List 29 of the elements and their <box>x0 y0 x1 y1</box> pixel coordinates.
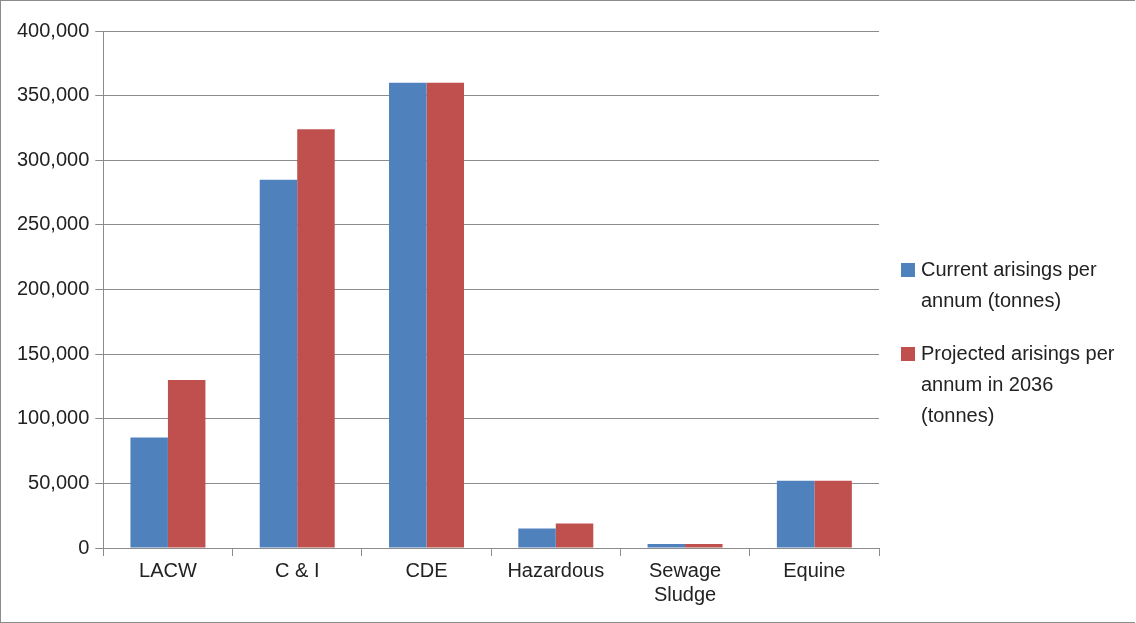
y-tick-label: 100,000 <box>17 406 90 429</box>
y-tick-label: 350,000 <box>17 83 90 106</box>
y-tick-label: 50,000 <box>28 470 90 493</box>
bar <box>518 528 556 548</box>
bar <box>167 379 206 548</box>
bar <box>776 480 815 548</box>
y-tick-label: 250,000 <box>17 212 90 235</box>
legend-label: Projected arisings per annum in 2036 (tonnes) <box>921 341 1116 428</box>
bar <box>814 480 852 548</box>
y-tick-label: 400,000 <box>17 18 90 41</box>
y-tick-label: 0 <box>78 535 90 558</box>
bar <box>555 523 594 548</box>
bar <box>647 544 686 548</box>
bar <box>259 179 298 548</box>
bar <box>130 437 168 548</box>
x-tick-label: Equine <box>783 558 846 581</box>
x-tick-label: Hazardous <box>507 558 605 581</box>
y-tick-label: 200,000 <box>17 277 90 300</box>
x-tick-label: CDE <box>405 558 448 581</box>
bar <box>685 544 723 548</box>
y-tick-label: 300,000 <box>17 147 90 170</box>
y-tick-label: 150,000 <box>17 341 90 364</box>
bar <box>389 82 427 548</box>
legend-label: Current arisings per annum (tonnes) <box>921 257 1098 313</box>
x-tick-label: Sewage Sludge <box>648 558 722 605</box>
x-tick-label: LACW <box>139 558 197 581</box>
bar <box>426 82 464 548</box>
x-tick-label: C & I <box>274 558 320 581</box>
bar <box>297 129 335 548</box>
